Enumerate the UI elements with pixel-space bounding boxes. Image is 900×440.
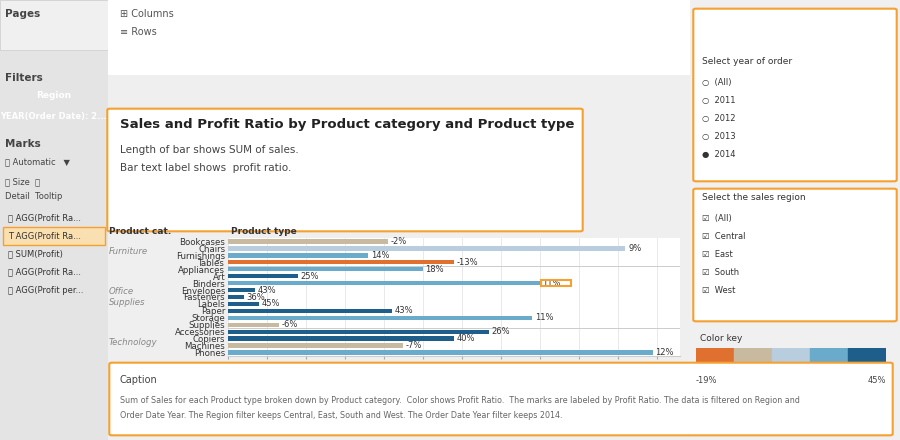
Text: 40%: 40%	[456, 334, 475, 343]
Bar	[228, 281, 540, 285]
Text: ☑  Central: ☑ Central	[702, 231, 745, 241]
Text: ⬜ SUM(Profit): ⬜ SUM(Profit)	[8, 249, 63, 258]
Text: -19%: -19%	[696, 375, 717, 385]
Bar	[228, 330, 489, 334]
Bar	[228, 344, 403, 348]
Text: ☑  East: ☑ East	[702, 249, 733, 258]
Bar	[228, 323, 279, 327]
Text: 12%: 12%	[655, 348, 674, 357]
Text: ⬜ AGG(Profit per...: ⬜ AGG(Profit per...	[8, 286, 84, 294]
Text: Select year of order: Select year of order	[702, 58, 792, 66]
Text: ⊞ Columns: ⊞ Columns	[120, 9, 174, 19]
Text: ○  2013: ○ 2013	[702, 132, 735, 140]
Text: Product cat.: Product cat.	[109, 227, 171, 236]
Text: ●  2014: ● 2014	[702, 150, 735, 158]
Text: 43%: 43%	[394, 306, 413, 315]
Text: 25%: 25%	[301, 271, 320, 281]
Text: -7%: -7%	[406, 341, 422, 350]
Text: Caption: Caption	[120, 375, 158, 385]
Text: Color key: Color key	[700, 334, 742, 342]
Text: Select the sales region: Select the sales region	[702, 194, 806, 202]
Bar	[228, 274, 298, 279]
Bar	[228, 337, 454, 341]
Text: Pages: Pages	[5, 9, 40, 19]
Text: ⬛ Automatic   ▼: ⬛ Automatic ▼	[5, 158, 70, 166]
Text: Filters: Filters	[5, 73, 43, 83]
Bar	[228, 260, 454, 264]
Bar	[848, 348, 886, 370]
Text: 45%: 45%	[262, 300, 281, 308]
Text: -6%: -6%	[282, 320, 298, 329]
Text: ○  2012: ○ 2012	[702, 114, 735, 122]
Text: SUM(Sales): SUM(Sales)	[176, 30, 238, 40]
Text: ☑  (All): ☑ (All)	[702, 213, 732, 223]
Text: Length of bar shows SUM of sales.: Length of bar shows SUM of sales.	[120, 145, 299, 155]
Text: YEAR(Order Date): 2...: YEAR(Order Date): 2...	[1, 111, 107, 121]
Text: 18%: 18%	[426, 265, 445, 274]
Text: Office
Supplies: Office Supplies	[109, 287, 146, 307]
Text: Product type: Product type	[230, 227, 296, 236]
Bar	[696, 348, 734, 370]
Text: 36%: 36%	[247, 293, 266, 301]
Bar	[228, 239, 388, 244]
Text: ○  2011: ○ 2011	[702, 95, 735, 104]
Text: 🎨 Size  🏷: 🎨 Size 🏷	[5, 177, 40, 187]
Text: Marks: Marks	[5, 139, 40, 149]
Text: T AGG(Profit Ra...: T AGG(Profit Ra...	[8, 231, 81, 241]
Bar	[228, 315, 532, 320]
Text: 43%: 43%	[258, 286, 276, 294]
Text: Bar text label shows  profit ratio.: Bar text label shows profit ratio.	[120, 163, 292, 173]
Text: 11%: 11%	[535, 313, 554, 323]
Bar	[228, 350, 652, 355]
Bar	[228, 309, 392, 313]
Text: 14%: 14%	[371, 251, 390, 260]
Bar	[228, 295, 244, 299]
Bar	[772, 348, 810, 370]
Text: 9%: 9%	[628, 244, 642, 253]
Text: 26%: 26%	[491, 327, 510, 336]
Text: Region: Region	[36, 92, 72, 100]
Bar	[228, 288, 256, 292]
Bar	[228, 302, 259, 306]
Text: ⬛ AGG(Profit Ra...: ⬛ AGG(Profit Ra...	[8, 213, 81, 223]
Text: Sum of Sales for each Product type broken down by Product category.  Color shows: Sum of Sales for each Product type broke…	[120, 396, 800, 404]
Text: Product category: Product category	[170, 33, 258, 43]
Text: Sales and Profit Ratio by Product category and Product type: Sales and Profit Ratio by Product catego…	[120, 117, 574, 131]
Text: Product type: Product type	[274, 33, 340, 43]
Text: Detail  Tooltip: Detail Tooltip	[5, 191, 62, 201]
Text: Technology: Technology	[109, 337, 158, 347]
Text: 11%: 11%	[543, 279, 561, 288]
X-axis label: Sales: Sales	[440, 375, 468, 385]
Text: ☑  South: ☑ South	[702, 268, 739, 276]
Text: ☑  West: ☑ West	[702, 286, 735, 294]
Bar	[228, 246, 626, 250]
Bar	[810, 348, 848, 370]
Text: Furniture: Furniture	[109, 247, 148, 257]
Text: Order Date Year. The Region filter keeps Central, East, South and West. The Orde: Order Date Year. The Region filter keeps…	[120, 411, 562, 419]
Bar	[734, 348, 772, 370]
Bar	[228, 253, 368, 257]
Text: ⬜ AGG(Profit Ra...: ⬜ AGG(Profit Ra...	[8, 268, 81, 276]
Bar	[228, 267, 423, 271]
Text: -13%: -13%	[456, 258, 479, 267]
Text: ≡ Rows: ≡ Rows	[120, 27, 157, 37]
Text: 45%: 45%	[868, 375, 886, 385]
Text: ○  (All): ○ (All)	[702, 77, 732, 87]
Text: -2%: -2%	[391, 237, 407, 246]
